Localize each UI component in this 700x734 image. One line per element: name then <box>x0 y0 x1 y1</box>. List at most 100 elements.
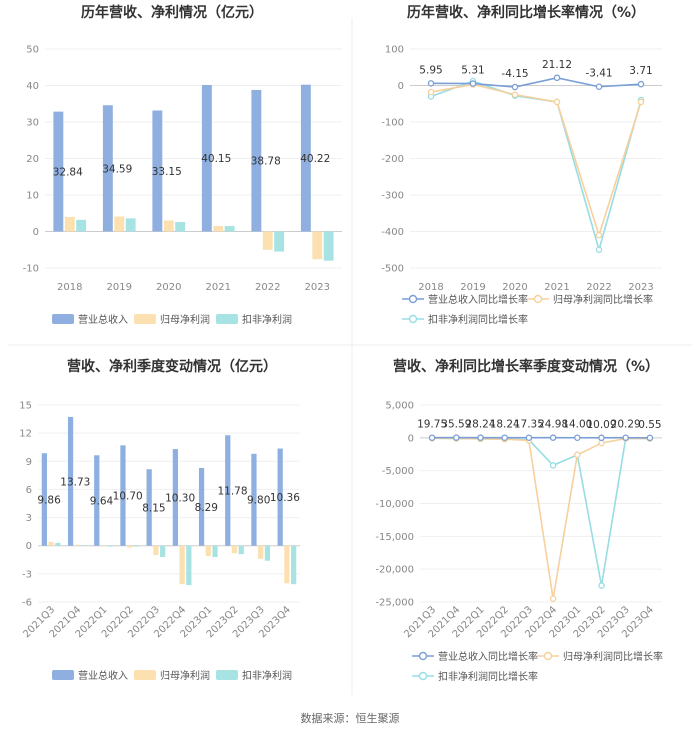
data-label: 5.31 <box>461 65 484 77</box>
legend-item: 归母净利润同比增长率 <box>537 650 663 663</box>
data-label: 0.55 <box>638 419 661 431</box>
data-label: 38.78 <box>251 156 281 168</box>
revenue-bar <box>94 455 100 546</box>
y-tick-label: 30 <box>26 118 39 129</box>
data-label: 20.29 <box>611 419 641 431</box>
legend-marker <box>418 671 428 681</box>
y-tick-label: -300 <box>381 191 404 202</box>
revenue-growth-point <box>595 83 603 90</box>
revenue-bar <box>172 449 178 546</box>
legend-label: 营业总收入同比增长率 <box>428 293 528 306</box>
legend-swatch <box>52 670 74 680</box>
deducted-profit-bar <box>76 219 87 232</box>
legend-swatch <box>134 314 156 324</box>
y-tick-label: -10 <box>23 264 39 275</box>
legend-label: 归母净利润同比增长率 <box>553 293 653 306</box>
net-growth-point <box>553 98 561 106</box>
legend-label: 扣非净利润 <box>242 669 292 682</box>
data-label: 8.15 <box>142 502 165 514</box>
revenue-growth-point <box>469 80 477 87</box>
legend-item: 营业总收入 <box>52 669 128 682</box>
legend-label: 扣非净利润同比增长率 <box>438 670 538 683</box>
annual-revenue-profit-chart: 历年营收、净利情况（亿元） -10 0 10 20 30 40 50 2018 2019 2020… <box>23 4 342 326</box>
revenue-growth-point <box>511 83 519 91</box>
revenue-bar <box>102 105 113 232</box>
revenue-bar <box>120 445 126 546</box>
legend-item: 扣非净利润同比增长率 <box>412 670 538 683</box>
legend-label: 营业总收入同比增长率 <box>438 650 538 663</box>
deducted-growth-point <box>595 246 603 253</box>
data-label: 10.70 <box>113 491 143 503</box>
revenue-growth-point <box>549 434 557 441</box>
data-source: 数据来源：恒生聚源 <box>301 711 400 725</box>
revenue-bar <box>41 453 47 546</box>
revenue-growth-point <box>646 434 654 442</box>
deducted-profit-bar <box>238 545 244 555</box>
y-tick-label: 9 <box>26 457 32 468</box>
revenue-growth-point <box>553 74 561 82</box>
legend-item: 扣非净利润同比增长率 <box>402 313 528 326</box>
revenue-bar <box>300 84 311 232</box>
y-tick-label: 5,000 <box>385 401 414 412</box>
legend-label: 归母净利润同比增长率 <box>563 650 663 663</box>
legend-item: 归母净利润同比增长率 <box>527 293 653 306</box>
revenue-growth-point <box>428 434 436 441</box>
legend-swatch <box>216 670 238 680</box>
data-label: 32.84 <box>53 167 83 179</box>
data-label: 40.15 <box>201 153 231 165</box>
deducted-profit-bar <box>186 545 192 586</box>
deducted-profit-bar <box>125 218 136 232</box>
data-label: 19.75 <box>417 419 447 431</box>
y-tick-label: -500 <box>381 264 404 275</box>
net-profit-bar <box>231 545 238 554</box>
data-label: 9.80 <box>247 495 270 507</box>
x-tick-label: 2021 <box>206 282 231 293</box>
y-tick-label: -3 <box>22 569 32 580</box>
legend-marker <box>418 651 428 661</box>
net-profit-bar <box>114 216 125 232</box>
annual-growth-rate-chart: 历年营收、净利同比增长率情况（%） -500 -400 -300 -200 -100 0 1… <box>381 4 662 326</box>
net-growth-point <box>574 451 581 459</box>
y-tick-label: -100 <box>381 118 404 129</box>
revenue-growth-point <box>574 434 581 441</box>
revenue-bar <box>146 469 152 546</box>
net-growth-line <box>432 437 650 599</box>
net-profit-bar <box>127 545 133 548</box>
legend-item: 营业总收入同比增长率 <box>412 650 538 663</box>
x-tick-label: 2019 <box>107 282 132 293</box>
data-label: 14.00 <box>562 419 592 431</box>
net-profit-bar <box>100 545 107 547</box>
revenue-growth-point <box>427 80 435 87</box>
y-tick-label: -15,000 <box>375 532 414 543</box>
legend-swatch <box>134 670 156 680</box>
y-tick-label: 0 <box>408 433 414 444</box>
deducted-profit-bar <box>323 231 334 261</box>
data-label: 10.09 <box>586 419 616 431</box>
net-profit-bar <box>258 545 264 559</box>
data-label: 8.29 <box>195 502 218 514</box>
legend-label: 归母净利润 <box>160 669 210 682</box>
data-label: 33.15 <box>152 166 182 178</box>
y-tick-label: 100 <box>385 45 404 56</box>
chart-title: 历年营收、净利同比增长率情况（%） <box>407 4 645 21</box>
legend-item: 归母净利润 <box>134 313 210 326</box>
legend-item: 营业总收入同比增长率 <box>402 293 528 306</box>
net-profit-bar <box>205 545 211 557</box>
revenue-growth-point <box>525 434 533 441</box>
legend-swatch <box>52 314 74 324</box>
y-tick-label: 15 <box>19 401 32 412</box>
legend-label: 归母净利润 <box>160 313 210 326</box>
legend-item: 扣非净利润 <box>216 669 292 682</box>
net-profit-bar <box>213 226 224 232</box>
net-profit-bar <box>284 545 290 584</box>
x-tick-label: 2021 <box>544 282 569 293</box>
deducted-profit-bar <box>291 545 297 585</box>
revenue-growth-line <box>430 76 642 88</box>
x-tick-label: 2020 <box>156 282 181 293</box>
revenue-growth-point <box>637 80 645 88</box>
revenue-growth-point <box>453 434 460 441</box>
x-tick-label: 2018 <box>418 282 443 293</box>
revenue-bar <box>198 467 205 546</box>
deducted-growth-line <box>430 80 642 253</box>
revenue-bar <box>251 453 257 546</box>
